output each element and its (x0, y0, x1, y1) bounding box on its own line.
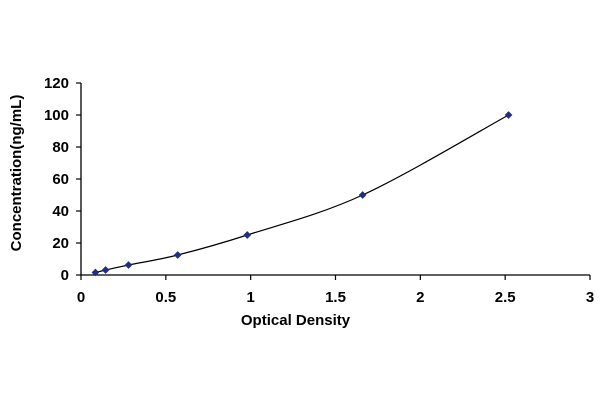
y-tick-label: 120 (44, 75, 69, 92)
y-axis-ticks: 0 20 40 60 80 100 120 (44, 75, 81, 284)
x-tick-label: 1 (246, 289, 254, 306)
fit-curve (95, 114, 509, 274)
data-point (173, 251, 182, 259)
data-points (91, 111, 513, 277)
data-point (504, 111, 513, 119)
x-tick-label: 2.5 (495, 289, 516, 306)
data-point (124, 261, 133, 269)
x-tick-label: 2 (416, 289, 424, 306)
y-tick-label: 60 (52, 171, 69, 188)
y-tick-label: 40 (52, 203, 69, 220)
data-point (243, 231, 252, 239)
y-tick-label: 100 (44, 107, 69, 124)
data-point (358, 191, 367, 199)
y-axis-label: Concentration(ng/mL) (8, 95, 25, 252)
data-point (91, 268, 100, 277)
x-axis-label: Optical Density (241, 312, 351, 329)
x-tick-label: 3 (586, 289, 594, 306)
axes (80, 83, 590, 276)
y-tick-label: 0 (61, 267, 69, 284)
x-tick-label: 1.5 (325, 289, 346, 306)
y-tick-label: 80 (52, 139, 69, 156)
x-axis-ticks: 0 0.5 1 1.5 2 2.5 3 (77, 275, 594, 306)
data-point (101, 266, 110, 274)
x-tick-label: 0.5 (155, 289, 176, 306)
x-tick-label: 0 (77, 289, 85, 306)
y-tick-label: 20 (52, 235, 69, 252)
